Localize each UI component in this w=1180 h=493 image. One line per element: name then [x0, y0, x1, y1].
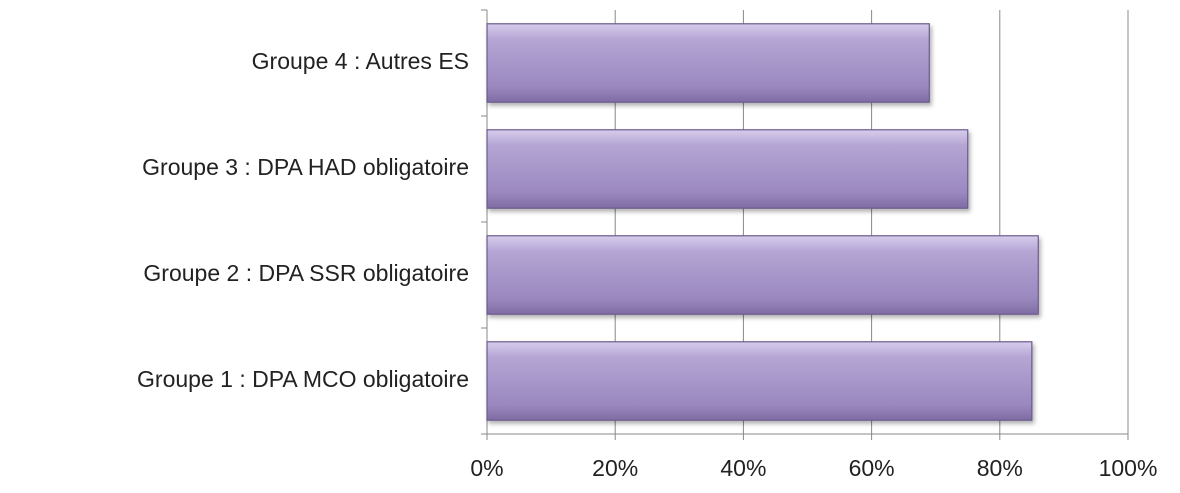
x-tick-label: 40%	[720, 455, 766, 481]
bar	[486, 129, 969, 209]
x-tick-label: 100%	[1099, 455, 1158, 481]
bar	[486, 23, 930, 103]
y-tick-label: Groupe 1 : DPA MCO obligatoire	[137, 366, 469, 392]
x-tick-label: 80%	[977, 455, 1023, 481]
y-tick-label: Groupe 2 : DPA SSR obligatoire	[143, 260, 469, 286]
y-tick-label: Groupe 3 : DPA HAD obligatoire	[142, 154, 469, 180]
bar	[486, 341, 1033, 421]
y-tick-label: Groupe 4 : Autres ES	[252, 48, 469, 74]
bar	[486, 235, 1039, 315]
x-tick-label: 20%	[592, 455, 638, 481]
x-tick-label: 60%	[849, 455, 895, 481]
x-tick-label: 0%	[470, 455, 503, 481]
